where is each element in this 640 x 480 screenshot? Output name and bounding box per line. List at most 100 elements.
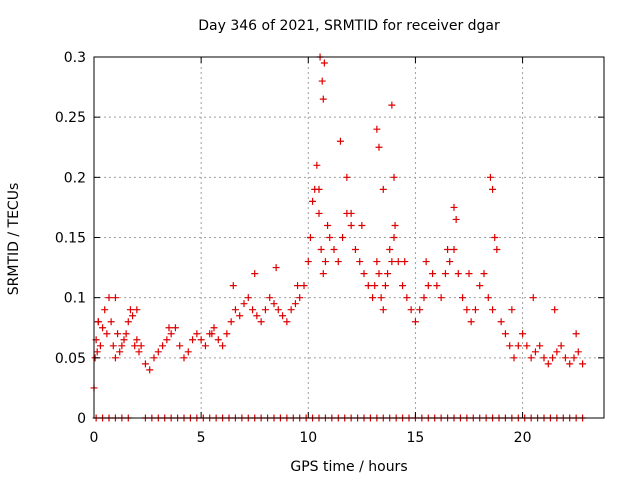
data-point bbox=[399, 282, 407, 290]
data-point bbox=[450, 246, 458, 254]
data-point bbox=[441, 270, 449, 278]
data-point bbox=[244, 294, 252, 302]
data-point bbox=[386, 246, 394, 254]
x-tick-label: 20 bbox=[514, 430, 532, 446]
data-point bbox=[401, 258, 409, 266]
data-point bbox=[116, 348, 124, 356]
data-point bbox=[356, 258, 364, 266]
data-point bbox=[249, 306, 257, 314]
data-point bbox=[416, 306, 424, 314]
data-point bbox=[133, 306, 141, 314]
data-point bbox=[480, 270, 488, 278]
data-point bbox=[373, 258, 381, 266]
data-point bbox=[131, 342, 139, 350]
data-point bbox=[135, 348, 143, 356]
chart-title: Day 346 of 2021, SRMTID for receiver dga… bbox=[198, 18, 500, 34]
grid bbox=[94, 57, 604, 418]
data-point bbox=[433, 282, 441, 290]
x-tick-label: 15 bbox=[407, 430, 425, 446]
data-point bbox=[454, 270, 462, 278]
data-point bbox=[274, 306, 282, 314]
data-point bbox=[240, 300, 248, 308]
data-point bbox=[549, 354, 557, 362]
data-point bbox=[506, 342, 514, 350]
data-point bbox=[184, 348, 192, 356]
data-point bbox=[411, 318, 419, 326]
data-point bbox=[391, 221, 399, 229]
x-tick-label: 0 bbox=[90, 430, 99, 446]
data-point bbox=[197, 336, 205, 344]
data-point bbox=[566, 360, 574, 368]
data-point bbox=[369, 294, 377, 302]
data-point bbox=[304, 258, 312, 266]
data-point bbox=[141, 360, 149, 368]
data-point bbox=[508, 306, 516, 314]
data-point bbox=[519, 330, 527, 338]
data-point bbox=[371, 282, 379, 290]
data-point bbox=[375, 143, 383, 151]
data-point bbox=[122, 330, 130, 338]
data-point bbox=[261, 306, 269, 314]
data-point bbox=[317, 246, 325, 254]
data-point bbox=[388, 101, 396, 109]
data-point bbox=[257, 318, 265, 326]
data-point bbox=[300, 282, 308, 290]
data-point bbox=[347, 221, 355, 229]
data-point bbox=[351, 246, 359, 254]
data-point bbox=[551, 306, 559, 314]
data-point bbox=[407, 306, 415, 314]
data-point bbox=[114, 330, 122, 338]
data-point bbox=[420, 294, 428, 302]
data-point bbox=[94, 318, 102, 326]
data-point bbox=[96, 342, 104, 350]
data-point bbox=[272, 264, 280, 272]
data-point bbox=[193, 330, 201, 338]
data-point bbox=[105, 294, 113, 302]
data-point bbox=[334, 258, 342, 266]
data-point bbox=[384, 270, 392, 278]
data-point bbox=[210, 324, 218, 332]
data-point bbox=[557, 342, 565, 350]
data-point bbox=[118, 342, 126, 350]
data-point bbox=[189, 336, 197, 344]
data-point bbox=[270, 300, 278, 308]
data-point bbox=[291, 300, 299, 308]
data-point bbox=[251, 270, 259, 278]
data-point bbox=[390, 173, 398, 181]
data-point bbox=[476, 282, 484, 290]
data-point bbox=[326, 234, 334, 241]
data-point bbox=[491, 234, 499, 241]
data-point bbox=[266, 294, 274, 302]
data-point bbox=[109, 342, 117, 350]
data-point bbox=[146, 366, 154, 374]
y-tick-label: 0.05 bbox=[55, 351, 86, 367]
data-point bbox=[429, 270, 437, 278]
data-point bbox=[527, 354, 535, 362]
data-point bbox=[107, 318, 115, 326]
data-point bbox=[287, 306, 295, 314]
y-tick-label: 0.1 bbox=[64, 291, 86, 307]
data-point bbox=[531, 348, 539, 356]
data-point bbox=[306, 234, 314, 241]
data-point bbox=[283, 318, 291, 326]
data-point bbox=[540, 354, 548, 362]
data-point bbox=[364, 282, 372, 290]
data-point bbox=[388, 258, 396, 266]
y-tick-label: 0.2 bbox=[64, 170, 86, 186]
data-point bbox=[111, 354, 119, 362]
data-point bbox=[579, 360, 587, 368]
data-point bbox=[463, 306, 471, 314]
data-point bbox=[296, 294, 304, 302]
data-point bbox=[437, 294, 445, 302]
data-point bbox=[279, 312, 287, 320]
data-point bbox=[379, 306, 387, 314]
data-point bbox=[214, 336, 222, 344]
data-point bbox=[229, 282, 237, 290]
data-point bbox=[422, 258, 430, 266]
data-point bbox=[103, 330, 111, 338]
y-tick-label: 0.15 bbox=[55, 231, 86, 247]
data-point bbox=[124, 318, 132, 326]
data-point bbox=[493, 246, 501, 254]
data-point bbox=[133, 336, 141, 344]
data-point bbox=[231, 306, 239, 314]
